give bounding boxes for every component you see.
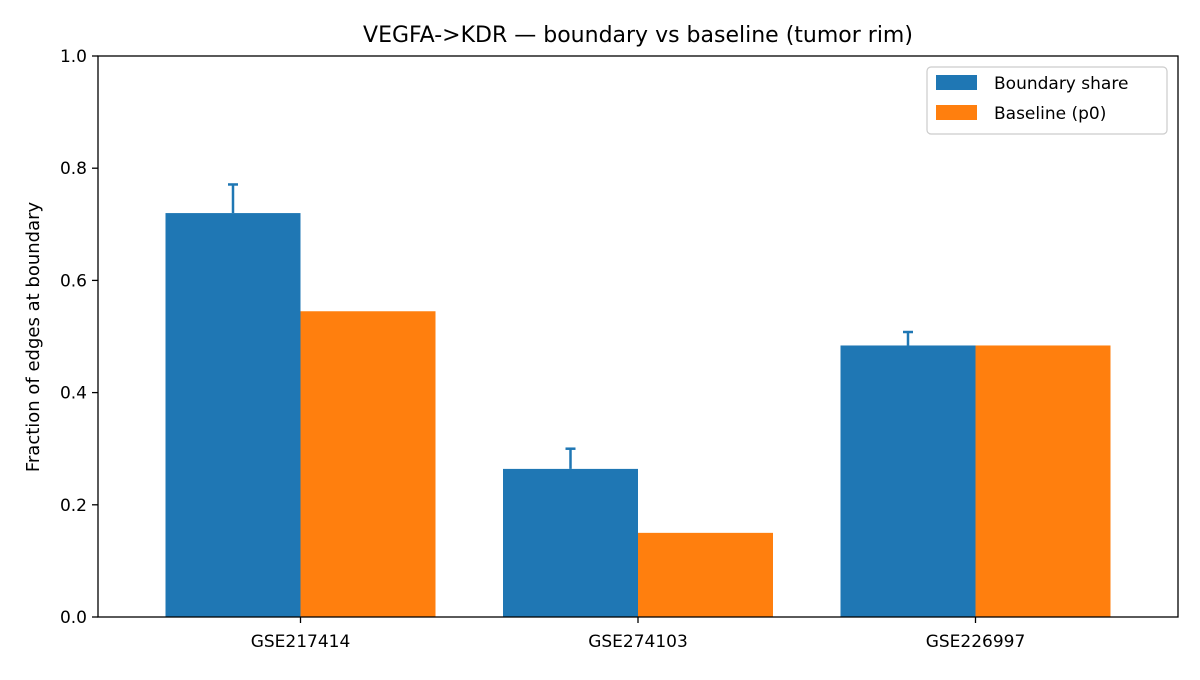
y-tick-label-5: 1.0 <box>60 47 87 67</box>
x-tick-label-1: GSE274103 <box>588 632 688 652</box>
bar-baseline-0 <box>300 311 436 617</box>
legend-label-0: Boundary share <box>994 74 1128 94</box>
chart-title: VEGFA->KDR — boundary vs baseline (tumor… <box>363 23 913 48</box>
bar-boundary-1 <box>503 468 638 617</box>
y-tick-label-2: 0.4 <box>60 384 87 404</box>
y-tick-label-4: 0.8 <box>60 159 87 179</box>
legend-box <box>926 66 1168 135</box>
bar-baseline-1 <box>638 532 773 617</box>
y-axis-label: Fraction of edges at boundary <box>23 202 44 473</box>
legend-swatch-1 <box>936 105 977 120</box>
bar-boundary-0 <box>165 213 301 617</box>
bar-boundary-2 <box>840 345 976 617</box>
x-tick-label-2: GSE226997 <box>926 632 1026 652</box>
y-tick-label-3: 0.6 <box>60 271 87 291</box>
y-tick-label-1: 0.2 <box>60 496 87 516</box>
bar-baseline-2 <box>975 345 1111 617</box>
x-tick-label-0: GSE217414 <box>251 632 351 652</box>
plot-area: 0.0 0.2 0.4 0.6 0.8 1.0 GSE217414 GSE274103 GSE2… <box>60 47 1179 652</box>
legend-label-1: Baseline (p0) <box>994 104 1106 124</box>
legend-swatch-0 <box>936 75 977 90</box>
y-tick-label-0: 0.0 <box>60 608 87 628</box>
